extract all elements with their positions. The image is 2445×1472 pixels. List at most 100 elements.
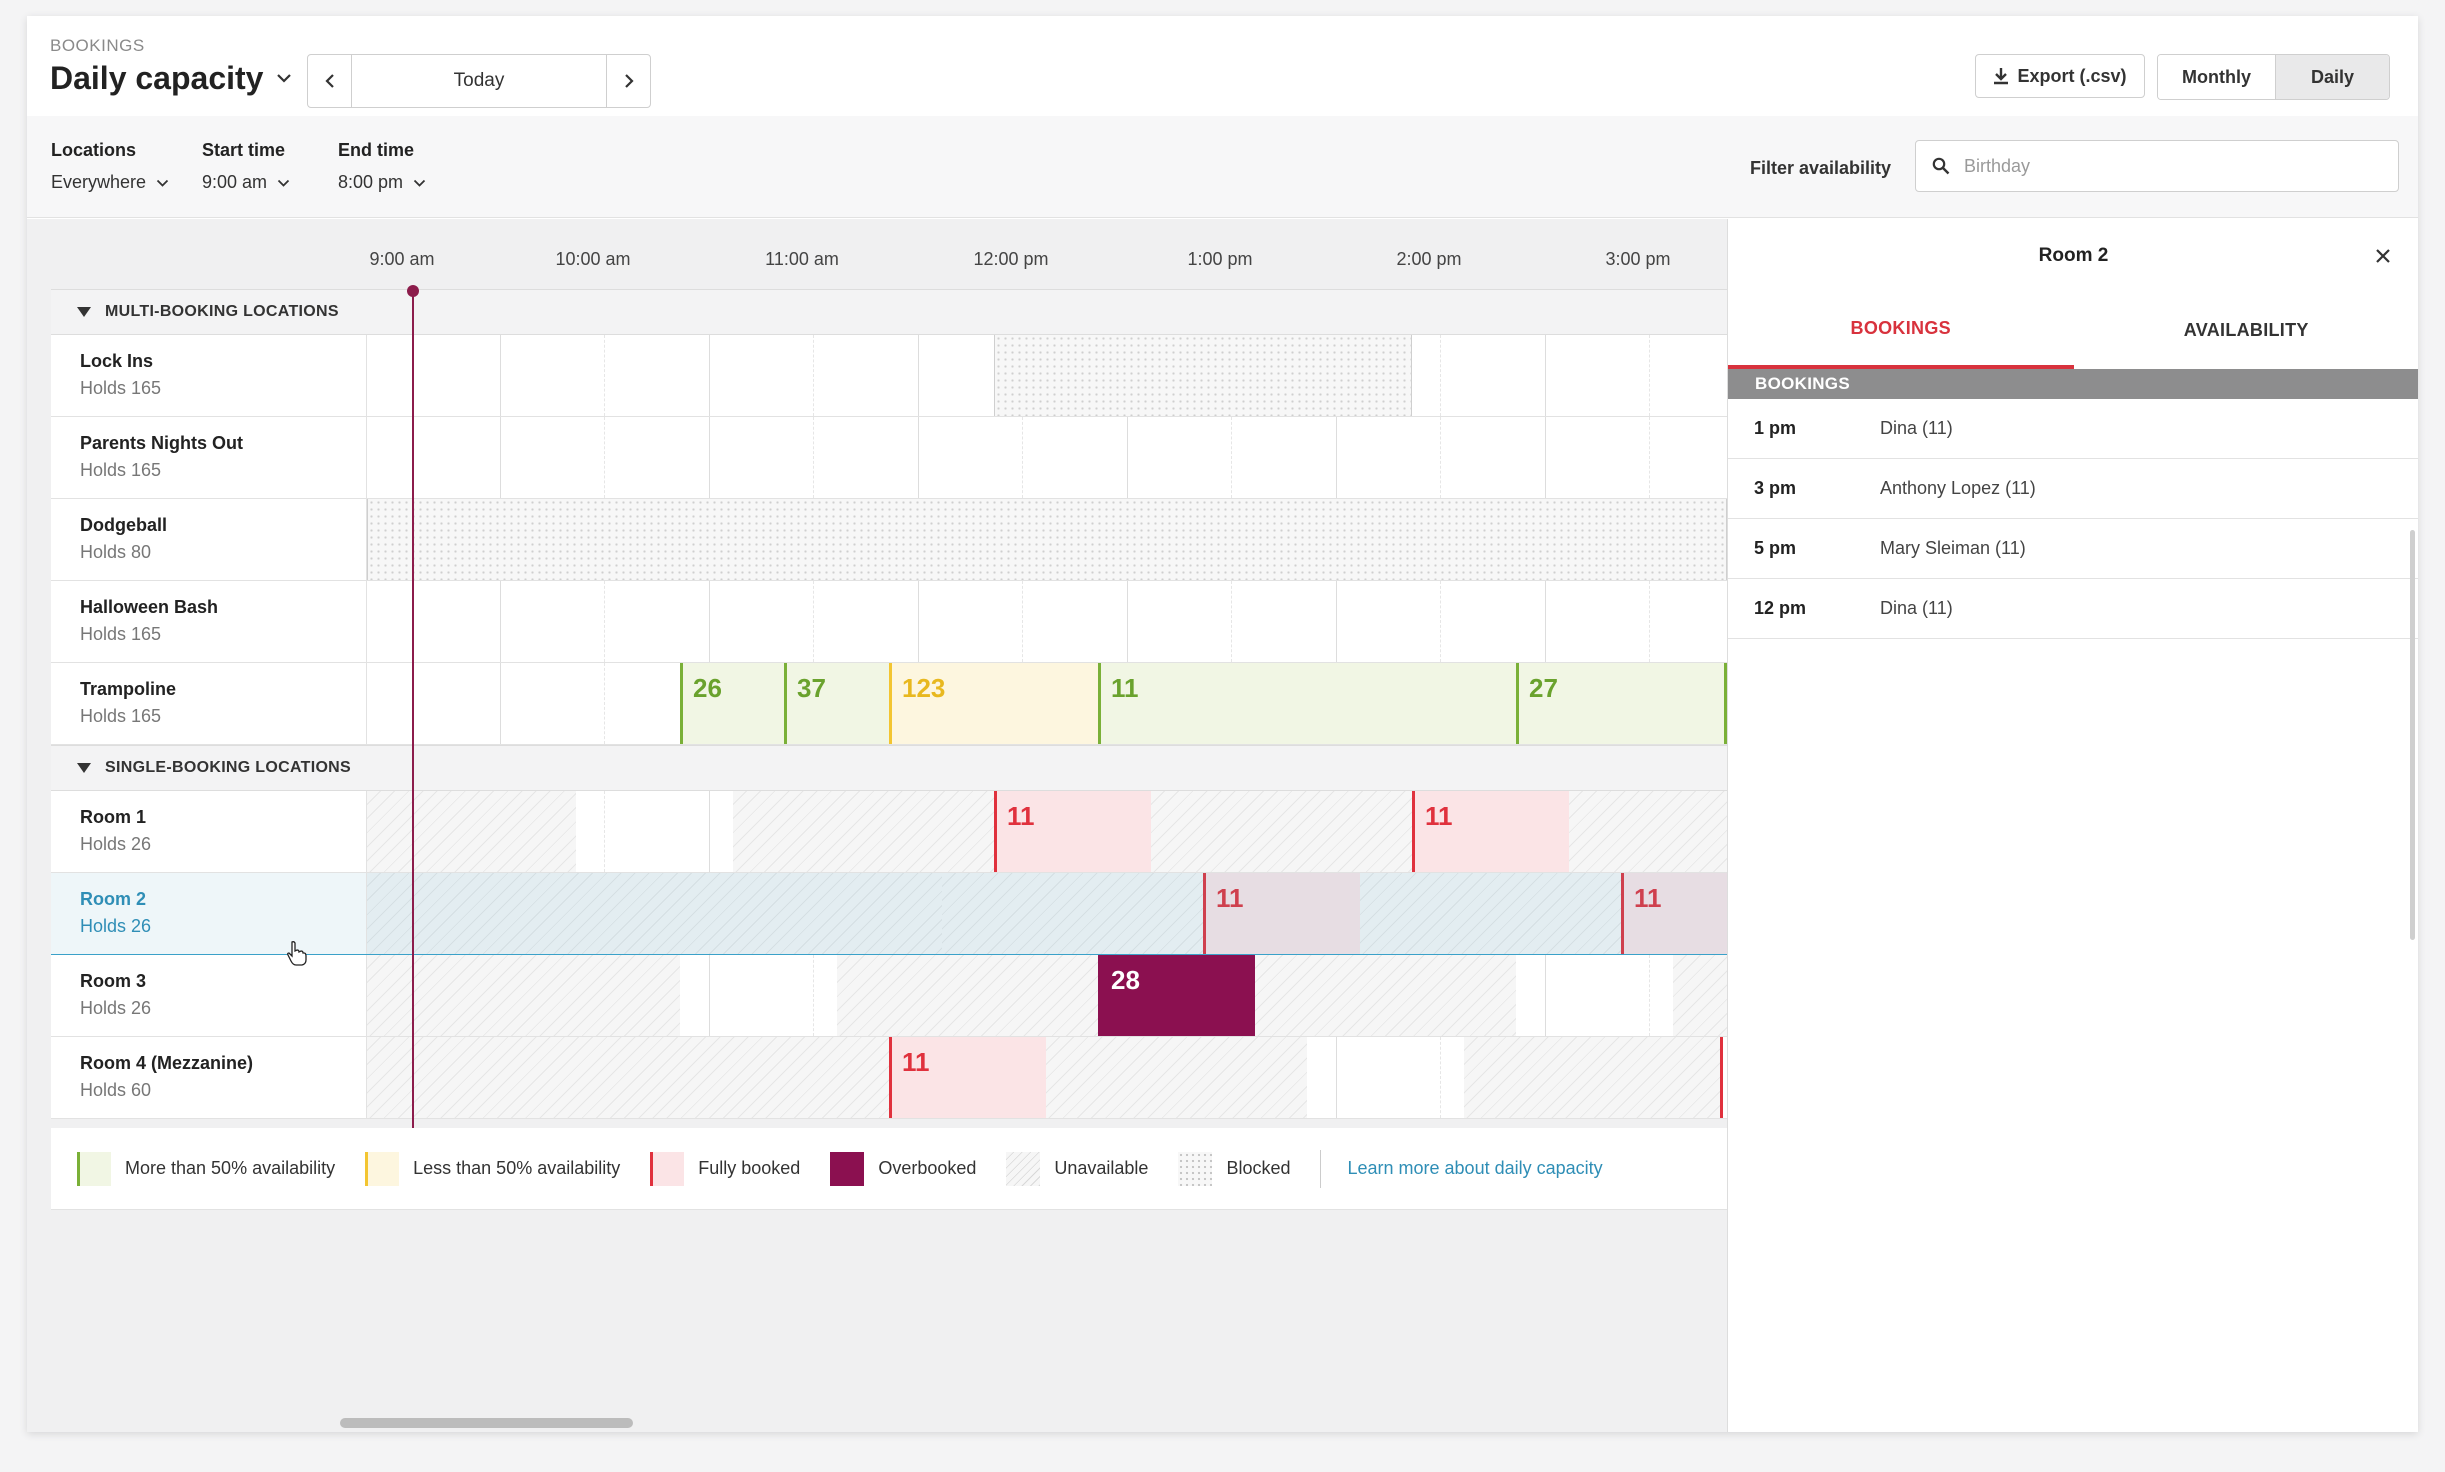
hour-gridline	[1127, 417, 1128, 498]
hour-gridline	[500, 417, 501, 498]
half-hour-gridline	[604, 581, 605, 662]
legend-label: Overbooked	[878, 1158, 977, 1178]
half-hour-gridline	[604, 417, 605, 498]
half-hour-gridline	[813, 335, 814, 416]
blocked-block	[367, 499, 1727, 580]
capacity-block-overbooked[interactable]: 28	[1098, 955, 1255, 1036]
capacity-block[interactable]: 27	[1516, 663, 1727, 744]
time-label: 11:00 am	[765, 249, 839, 269]
hour-gridline	[918, 335, 919, 416]
location-capacity: Holds 165	[80, 460, 162, 480]
location-row-room-3[interactable]: Room 3 Holds 26 28	[51, 955, 1727, 1037]
export-label: Export (.csv)	[2017, 65, 2127, 86]
capacity-block[interactable]: 11	[994, 791, 1151, 872]
half-hour-gridline	[1440, 335, 1441, 416]
booking-time: 5 pm	[1754, 538, 1797, 558]
filter-availability-label: Filter availability	[1750, 158, 1892, 178]
location-capacity: Holds 165	[80, 624, 162, 644]
end-time-value: 8:00 pm	[338, 172, 404, 192]
location-capacity: Holds 26	[80, 998, 152, 1018]
panel-tabs: BOOKINGS AVAILABILITY	[1728, 291, 2418, 369]
location-row-room-4-mezzanine[interactable]: Room 4 (Mezzanine) Holds 60 11	[51, 1037, 1727, 1119]
time-label: 2:00 pm	[1396, 249, 1462, 269]
unavailable-block	[733, 791, 994, 872]
capacity-block[interactable]: 26	[680, 663, 784, 744]
locations-select[interactable]: Everywhere	[51, 172, 169, 193]
location-row-halloween-bash[interactable]: Halloween Bash Holds 165	[51, 581, 1727, 663]
capacity-block[interactable]: 37	[784, 663, 889, 744]
vertical-scrollbar[interactable]	[2410, 530, 2415, 940]
legend-item: More than 50% availability	[77, 1151, 335, 1186]
unavailable-block	[1673, 955, 1727, 1036]
location-row-lock-ins[interactable]: Lock Ins Holds 165	[51, 335, 1727, 417]
tab-availability[interactable]: AVAILABILITY	[2183, 319, 2309, 340]
monthly-view-button[interactable]: Monthly	[2158, 55, 2276, 99]
capacity-block[interactable]: 11	[1203, 873, 1360, 954]
half-hour-gridline	[813, 955, 814, 1036]
capacity-block[interactable]: 123	[889, 663, 1098, 744]
row-label: Room 3 Holds 26	[51, 955, 367, 1036]
next-day-button[interactable]	[606, 55, 650, 107]
legend-label: Fully booked	[698, 1158, 801, 1178]
location-row-dodgeball[interactable]: Dodgeball Holds 80	[51, 499, 1727, 581]
section-header-single-booking[interactable]: SINGLE-BOOKING LOCATIONS	[51, 745, 1727, 791]
search-icon	[1932, 157, 1950, 175]
chevron-down-icon	[156, 179, 169, 187]
hour-gridline	[709, 581, 710, 662]
half-hour-gridline	[1231, 417, 1232, 498]
location-capacity: Holds 26	[80, 916, 152, 936]
capacity-block[interactable]: 11	[1412, 791, 1569, 872]
horizontal-scrollbar[interactable]	[340, 1418, 633, 1428]
section-header-multi-booking[interactable]: MULTI-BOOKING LOCATIONS	[51, 289, 1727, 335]
capacity-block[interactable]: 11	[1621, 873, 1727, 954]
half-hour-gridline	[1440, 581, 1441, 662]
legend-label: Unavailable	[1054, 1158, 1149, 1178]
close-panel-button[interactable]	[2368, 241, 2398, 271]
hour-gridline	[500, 335, 501, 416]
search-input[interactable]	[1964, 155, 2364, 177]
location-row-parents-nights-out[interactable]: Parents Nights Out Holds 165	[51, 417, 1727, 499]
booking-row[interactable]: 5 pm Mary Sleiman (11)	[1728, 519, 2418, 579]
booking-row[interactable]: 12 pm Dina (11)	[1728, 579, 2418, 639]
pointer-cursor-icon	[285, 940, 307, 971]
triangle-down-icon	[77, 763, 91, 773]
capacity-block[interactable]: 11	[1098, 663, 1516, 744]
booking-row[interactable]: 1 pm Dina (11)	[1728, 399, 2418, 459]
booking-row[interactable]: 3 pm Anthony Lopez (11)	[1728, 459, 2418, 519]
download-icon	[1994, 68, 2009, 85]
prev-day-button[interactable]	[308, 55, 352, 107]
chevron-left-icon	[324, 74, 334, 88]
start-time-select[interactable]: 9:00 am	[202, 172, 290, 193]
legend-item: Fully booked	[650, 1151, 801, 1186]
booking-time: 1 pm	[1754, 418, 1797, 438]
end-time-select[interactable]: 8:00 pm	[338, 172, 426, 193]
row-label: Room 2 Holds 26	[51, 873, 367, 954]
legend-swatch	[650, 1151, 685, 1186]
panel-title: Room 2	[2038, 245, 2109, 266]
unavailable-block	[1464, 1037, 1720, 1118]
hour-gridline	[709, 417, 710, 498]
unavailable-block	[1255, 955, 1516, 1036]
learn-more-link[interactable]: Learn more about daily capacity	[1347, 1158, 1603, 1178]
location-capacity: Holds 26	[80, 834, 152, 854]
export-csv-button[interactable]: Export (.csv)	[1975, 54, 2145, 98]
availability-search-field[interactable]	[1915, 140, 2399, 192]
tab-bookings[interactable]: BOOKINGS	[1728, 291, 2074, 369]
location-row-room-1[interactable]: Room 1 Holds 26 11 11	[51, 791, 1727, 873]
half-hour-gridline	[1649, 955, 1650, 1036]
half-hour-gridline	[1649, 335, 1650, 416]
unavailable-block	[1046, 1037, 1307, 1118]
hour-gridline	[918, 581, 919, 662]
section-title: SINGLE-BOOKING LOCATIONS	[105, 759, 352, 776]
half-hour-gridline	[813, 581, 814, 662]
location-row-trampoline[interactable]: Trampoline Holds 165 26 37 123 11 27	[51, 663, 1727, 745]
bookings-list-header: BOOKINGS	[1728, 369, 2418, 399]
chevron-down-icon	[277, 179, 290, 187]
date-label[interactable]: Today	[453, 70, 505, 91]
capacity-block[interactable]: 11	[889, 1037, 1046, 1118]
title-dropdown-chevron-down-icon[interactable]	[272, 66, 296, 90]
half-hour-gridline	[1022, 581, 1023, 662]
half-hour-gridline	[1440, 1037, 1441, 1118]
daily-view-button[interactable]: Daily	[2276, 55, 2389, 99]
location-row-room-2[interactable]: Room 2 Holds 26 11 11	[51, 873, 1727, 955]
